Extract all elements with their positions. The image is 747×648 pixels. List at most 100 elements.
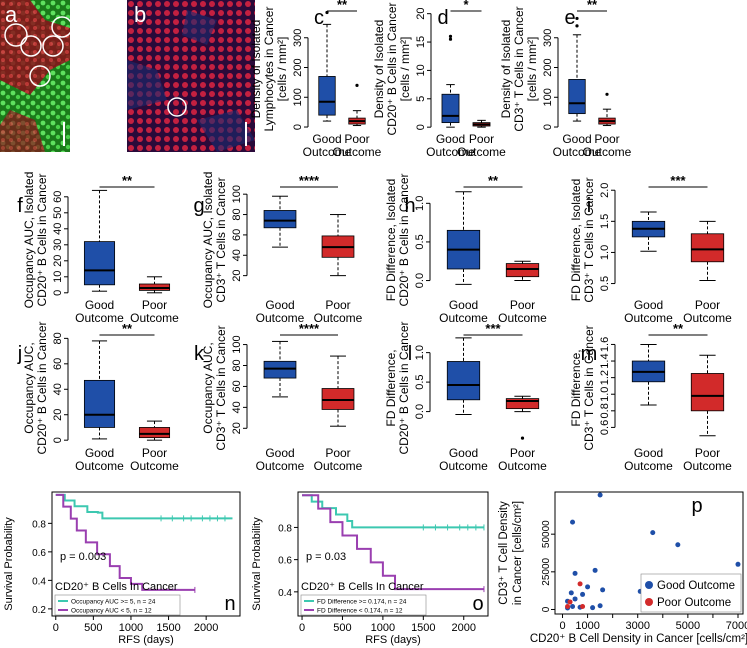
panel-label-j: j: [17, 343, 22, 365]
y-axis-label: Occupancy AUC,: [22, 342, 36, 433]
category-label: Good: [265, 298, 294, 312]
km-legend: [54, 594, 181, 616]
y-tick-label: 5: [415, 96, 427, 102]
x-tick-label: 2000: [194, 622, 218, 634]
y-tick-label: 80: [231, 208, 243, 220]
point-good-outcome: [592, 567, 598, 573]
point-poor-outcome: [565, 603, 571, 609]
point-good-outcome: [675, 542, 681, 548]
km-curve-high: [55, 493, 233, 520]
y-axis-label: FD Difference, Isolated: [569, 179, 583, 302]
outlier-point: [448, 37, 453, 41]
y-axis-label: CD20⁺ B Cells in Cancer: [35, 173, 49, 306]
category-label: Outcome: [553, 145, 602, 159]
category-label: Outcome: [439, 311, 488, 325]
category-label: Outcome: [426, 145, 475, 159]
category-label: Good: [85, 298, 114, 312]
y-tick-label: 60: [231, 380, 243, 392]
panel-label-c: c: [314, 7, 324, 29]
km-subtitle: CD20⁺ B Cells In Cancer: [55, 581, 178, 593]
km-curve-high: [302, 494, 484, 529]
category-label: Outcome: [256, 311, 305, 325]
panel-label-b: b: [134, 2, 147, 27]
category-label: Good: [436, 132, 465, 146]
point-good-outcome: [590, 605, 596, 611]
legend-entry: Occupancy AUC >= 5, n = 24: [71, 599, 156, 606]
category-label: Outcome: [498, 459, 547, 473]
y-tick-label: 0.8: [278, 523, 292, 534]
y-tick-label: 0: [52, 290, 64, 296]
micrograph-b: [127, 0, 255, 152]
chart-m: 0.6 0.81.0 1.2 1.41.6 FD Difference, CD3⁺ T C…: [569, 321, 732, 473]
y-axis-label: CD20⁺ B Cells in Cancer: [397, 321, 411, 454]
y-axis-label: [cells / mm²]: [398, 37, 412, 102]
y-axis-label: FD Difference, Isolated: [384, 179, 398, 302]
category-label: Poor: [325, 446, 350, 460]
legend-box: [300, 594, 427, 616]
y-tick-label: 1.6: [599, 337, 611, 352]
y-tick-label: 0.0: [414, 273, 426, 288]
chart-l: 0.0 0.5 1.0 FD Difference, CD20⁺ B Cells in …: [384, 321, 547, 473]
category-label: Outcome: [75, 459, 124, 473]
category-label: Outcome: [333, 145, 382, 159]
y-tick-label: 1.0: [414, 345, 426, 360]
y-tick-label: 60: [231, 229, 243, 241]
y-tick-label: 60: [52, 191, 64, 203]
legend-entry: Occupancy AUC < 5, n = 12: [71, 608, 152, 615]
km-curve-low: [302, 494, 484, 591]
category-label: Poor: [695, 446, 720, 460]
box-good-outcome: [441, 93, 460, 124]
category-label: Outcome: [498, 311, 547, 325]
significance-label: **: [337, 0, 348, 12]
chart-g: 20 40 60 80 100 Occupancy AUC, Isolated CD3⁺ T…: [193, 172, 362, 325]
y-tick-label: 100: [231, 185, 243, 203]
point-good-outcome: [597, 492, 603, 498]
significance-label: *: [463, 0, 469, 12]
point-good-outcome: [572, 596, 578, 602]
y-tick-label: 40: [52, 223, 64, 235]
category-label: Outcome: [624, 311, 673, 325]
y-tick-label: 10: [415, 64, 427, 76]
y-axis-label: CD3⁺ T Cells in Cancer: [214, 325, 228, 450]
category-label: Outcome: [624, 459, 673, 473]
category-label: Poor: [142, 298, 167, 312]
y-tick-label: 80: [52, 332, 64, 344]
chart-c: 0 100 200 300 Density of Isolated Lymphocytes…: [249, 0, 382, 159]
y-axis-label: Survival Probability: [251, 517, 263, 611]
y-axis-label: [cells / mm²]: [275, 37, 289, 102]
point-poor-outcome: [580, 603, 586, 609]
y-tick-label: 0.8: [32, 519, 46, 530]
box-poor-outcome: [690, 373, 725, 412]
panel-label-k: k: [194, 343, 205, 365]
panel-label-e: e: [564, 7, 575, 29]
panel-label-n: n: [224, 593, 235, 615]
significance-label: **: [488, 173, 499, 188]
point-good-outcome: [570, 603, 576, 609]
significance-label: ***: [485, 321, 501, 336]
plot-frame: [554, 491, 744, 615]
y-axis-label: CD3⁺ T Cells in Cancer: [512, 6, 526, 131]
box-good-outcome: [83, 241, 116, 286]
panel-label-a: a: [5, 2, 18, 27]
category-label: Poor: [510, 446, 535, 460]
category-label: Poor: [594, 132, 619, 146]
y-tick-label: 40: [52, 383, 64, 395]
y-tick-label: 1.5: [599, 214, 611, 229]
outlier-point: [448, 34, 453, 38]
category-label: Outcome: [683, 459, 732, 473]
chart-d: 0 5 10 15 20 Density of Isolated CD20⁺ B Cells…: [372, 0, 506, 159]
y-tick-label: 0: [541, 606, 552, 612]
y-tick-label: 0: [415, 124, 427, 130]
category-label: Good: [562, 132, 591, 146]
y-tick-label: 0: [292, 124, 304, 130]
outlier-point: [605, 92, 609, 96]
panel-label-o: o: [472, 593, 483, 615]
km-subtitle: CD20⁺ B Cells In Cancer: [301, 581, 424, 593]
y-tick-label: 15: [415, 36, 427, 48]
plot-frame: [297, 491, 489, 617]
x-axis-label: CD20⁺ B Cell Density in Cancer [cells/cm…: [530, 633, 747, 645]
y-tick-label: 40: [231, 249, 243, 261]
y-axis-label: Density of Isolated: [372, 20, 386, 119]
y-tick-label: 100: [542, 88, 554, 106]
y-tick-label: 30: [52, 239, 64, 251]
